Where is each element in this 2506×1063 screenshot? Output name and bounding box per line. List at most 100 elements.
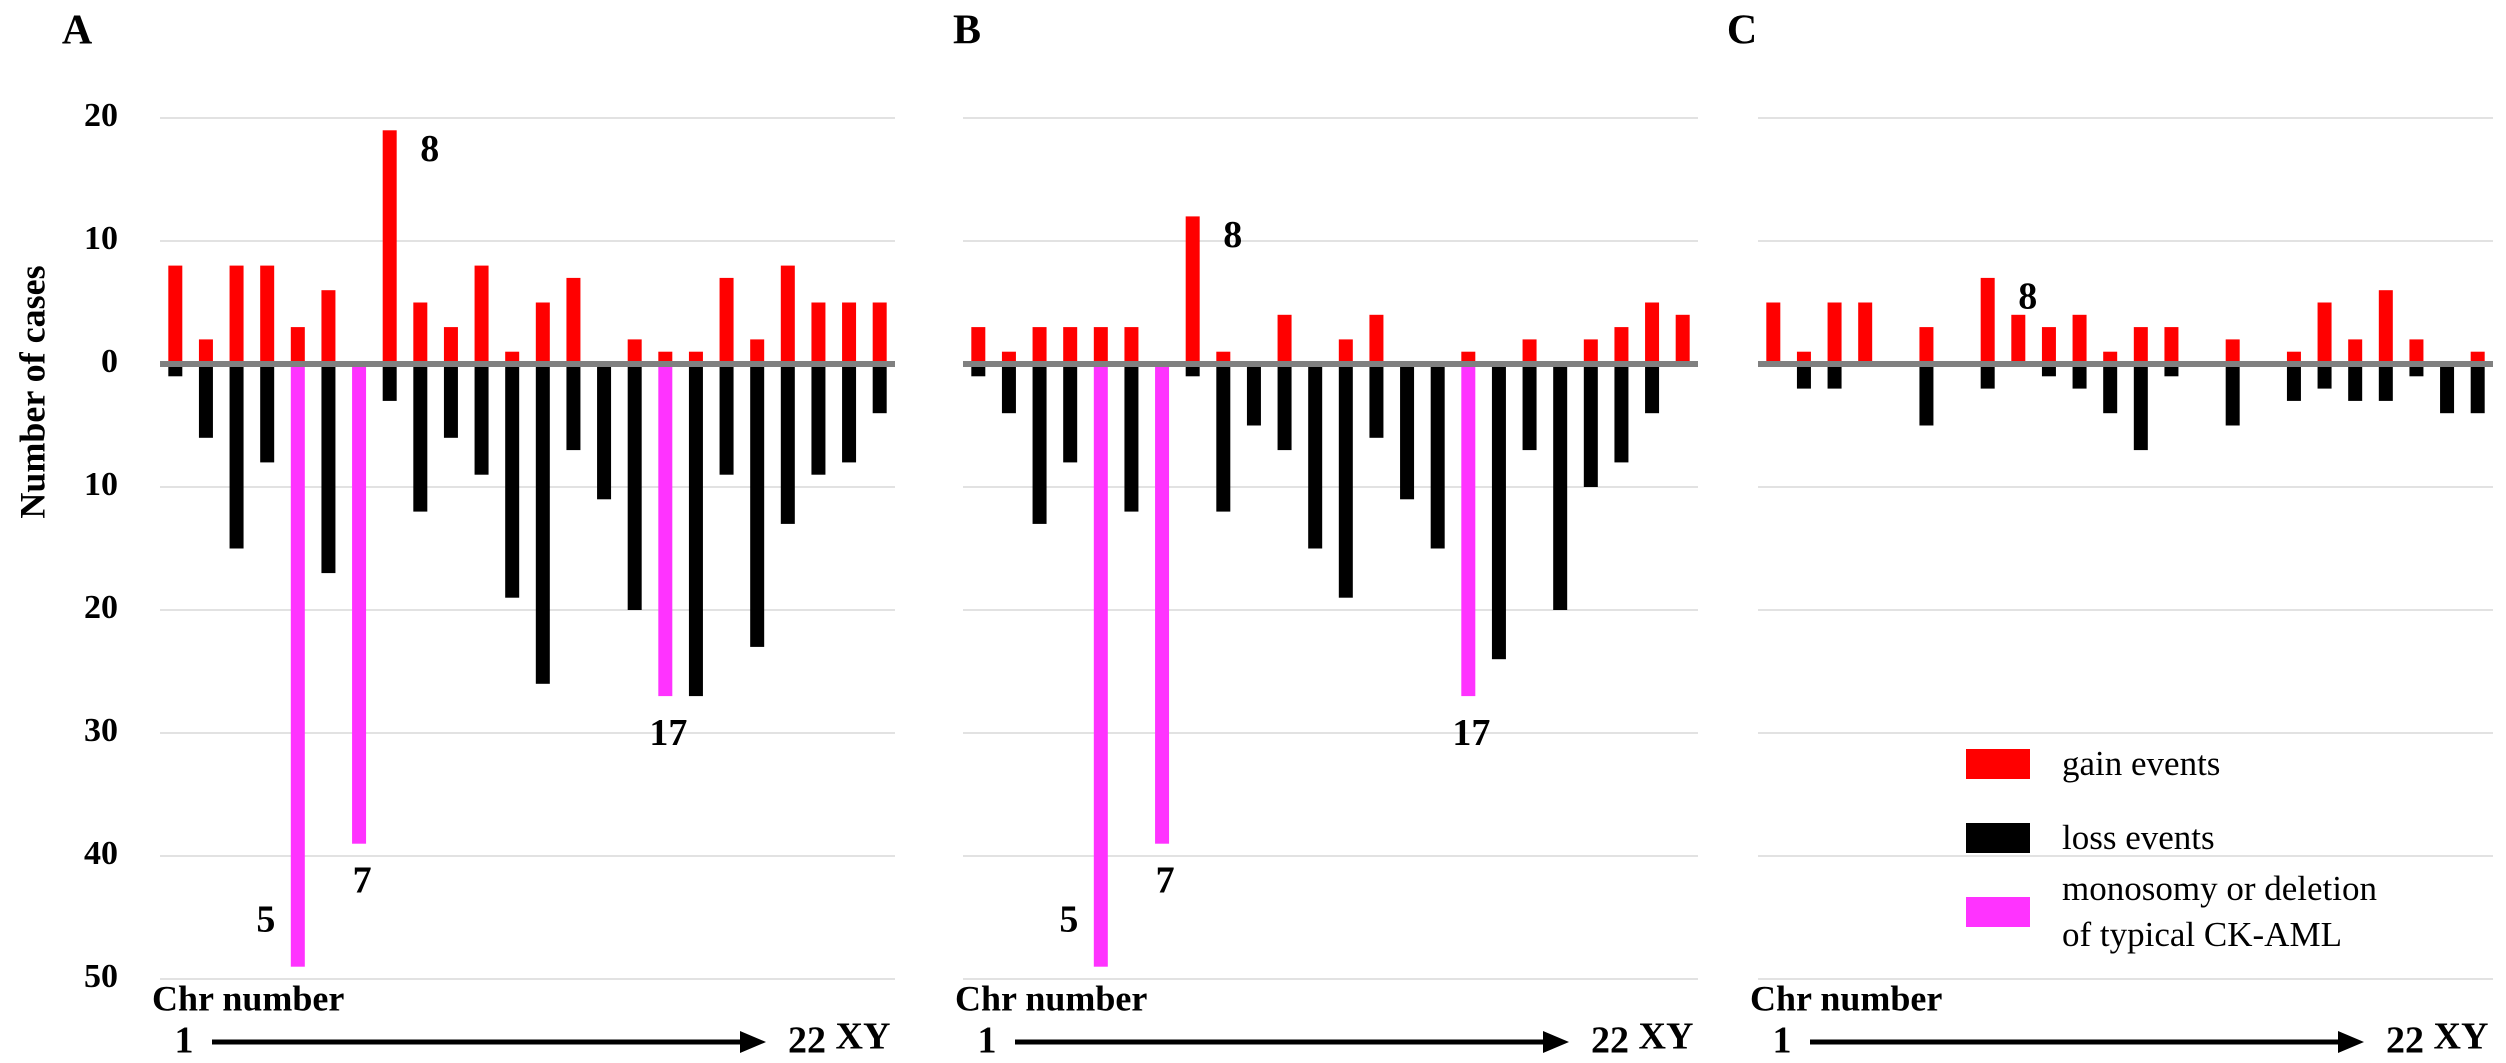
bar xyxy=(443,364,458,438)
bar xyxy=(2317,364,2332,389)
annotation: 8 xyxy=(1223,214,1242,256)
x-end-label: 22 xyxy=(788,1020,826,1062)
bar xyxy=(1246,364,1261,426)
bar xyxy=(2072,364,2087,389)
bar xyxy=(229,364,244,549)
bar xyxy=(566,364,581,451)
bar xyxy=(198,364,213,438)
bar xyxy=(719,277,734,364)
bar xyxy=(2103,351,2118,364)
bar xyxy=(1645,302,1660,364)
bar xyxy=(474,364,489,475)
annotation: 5 xyxy=(1059,898,1078,940)
bar xyxy=(2348,364,2363,401)
annotation: 7 xyxy=(353,859,372,901)
bar xyxy=(1583,339,1598,364)
bar xyxy=(1583,364,1598,487)
y-tick-label: 40 xyxy=(84,835,118,872)
bar xyxy=(2317,302,2332,364)
legend-swatch xyxy=(1966,749,2030,779)
y-tick-label: 20 xyxy=(84,97,118,134)
bar xyxy=(1614,327,1629,364)
legend-swatch xyxy=(1966,897,2030,927)
bar xyxy=(1491,364,1506,660)
bar xyxy=(168,265,183,364)
bar xyxy=(2409,339,2424,364)
annotation: 8 xyxy=(2018,276,2037,318)
bar xyxy=(260,265,275,364)
bar xyxy=(474,265,489,364)
x-axis-label: Chr number xyxy=(152,978,344,1018)
bar xyxy=(2041,364,2056,377)
bar xyxy=(658,351,673,364)
bar xyxy=(382,364,397,401)
annotation: 5 xyxy=(256,898,275,940)
bar xyxy=(627,339,642,364)
bar xyxy=(1124,327,1139,364)
bar xyxy=(1155,364,1170,844)
bar xyxy=(352,364,367,844)
x-start-label: 1 xyxy=(1773,1020,1792,1062)
x-end-label: 22 xyxy=(1591,1020,1629,1062)
bar xyxy=(321,290,336,364)
bar xyxy=(811,302,826,364)
panel-label: C xyxy=(1727,8,1757,54)
annotation: 8 xyxy=(420,128,439,170)
legend-label: monosomy or deletion of typical CK-AML xyxy=(2062,869,2377,954)
bar xyxy=(505,364,520,598)
bar xyxy=(719,364,734,475)
bar xyxy=(1522,364,1537,451)
bar xyxy=(750,339,765,364)
bar xyxy=(1277,314,1292,364)
y-tick-label: 20 xyxy=(84,589,118,626)
bar xyxy=(1185,364,1200,377)
y-tick-label: 10 xyxy=(84,220,118,257)
bar xyxy=(842,302,857,364)
y-axis-label: Number of cases xyxy=(12,265,52,518)
bar xyxy=(2225,364,2240,426)
bar xyxy=(1216,364,1231,512)
bar xyxy=(1614,364,1629,463)
bar xyxy=(1675,314,1690,364)
bar xyxy=(658,364,673,697)
bar xyxy=(168,364,183,377)
bar xyxy=(627,364,642,610)
bar xyxy=(1796,351,1811,364)
bar xyxy=(290,327,305,364)
bar xyxy=(2133,327,2148,364)
bar xyxy=(1277,364,1292,451)
bar xyxy=(1124,364,1139,512)
legend-entry: gain events xyxy=(2062,744,2220,783)
annotation: 17 xyxy=(649,712,687,754)
x-arrow-head xyxy=(1543,1031,1569,1053)
bar xyxy=(1338,364,1353,598)
legend-entry: monosomy or deletion of typical CK-AML xyxy=(2062,869,2377,954)
panel-label: B xyxy=(953,8,981,54)
bar xyxy=(1553,364,1568,610)
x-end-extra-label: XY xyxy=(2434,1016,2489,1058)
bar xyxy=(2470,351,2485,364)
bar xyxy=(1980,364,1995,389)
bar xyxy=(2164,364,2179,377)
bar xyxy=(1461,364,1476,697)
bar xyxy=(229,265,244,364)
bar xyxy=(1338,339,1353,364)
bar xyxy=(2041,327,2056,364)
bar xyxy=(1001,351,1016,364)
bar xyxy=(780,265,795,364)
bar xyxy=(2103,364,2118,414)
bar xyxy=(1827,302,1842,364)
bar xyxy=(1796,364,1811,389)
bar xyxy=(535,364,550,684)
bar xyxy=(1430,364,1445,549)
bar xyxy=(2164,327,2179,364)
bar xyxy=(971,364,986,377)
bar xyxy=(1216,351,1231,364)
bar xyxy=(2409,364,2424,377)
bar xyxy=(1032,364,1047,524)
bar xyxy=(443,327,458,364)
y-tick-label: 0 xyxy=(101,343,118,380)
bar xyxy=(1093,327,1108,364)
bar xyxy=(1093,364,1108,967)
y-tick-label: 10 xyxy=(84,466,118,503)
